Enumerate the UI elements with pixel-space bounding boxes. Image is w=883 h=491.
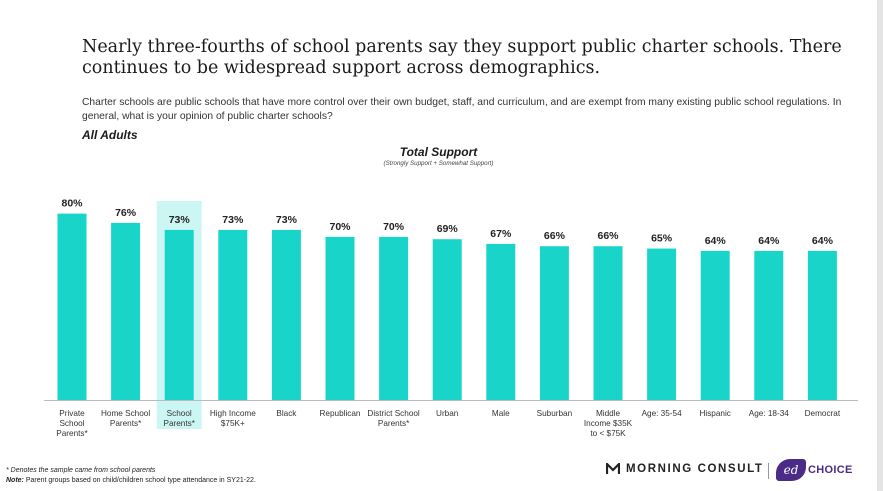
data-label: 69% xyxy=(437,223,459,235)
bar xyxy=(432,239,462,400)
data-label: 80% xyxy=(61,198,83,210)
data-label: 70% xyxy=(329,221,351,233)
category-label: Age: 18-34 xyxy=(749,409,790,418)
footnote-asterisk: * Denotes the sample came from school pa… xyxy=(6,467,156,474)
segment-label: All Adults xyxy=(82,128,138,142)
chart-subtitle: (Strongly Support + Somewhat Support) xyxy=(383,160,494,167)
morning-consult-logo: MORNING CONSULT xyxy=(606,463,764,475)
bar-chart: 80% Private School Parents* 76% Home School Pa… xyxy=(44,198,858,438)
bar xyxy=(539,246,569,400)
bar xyxy=(325,236,355,400)
category-label: Democrat xyxy=(805,409,841,418)
headline: Nearly three-fourths of school parents s… xyxy=(82,37,842,78)
data-label: 66% xyxy=(544,230,566,242)
category-label: School Parents* xyxy=(163,409,195,428)
data-label: 66% xyxy=(597,230,619,242)
footnote-note-text: Parent groups based on child/children sc… xyxy=(23,477,256,484)
data-label: 64% xyxy=(705,235,727,247)
bar xyxy=(57,213,87,400)
category-label: Hispanic xyxy=(699,409,730,418)
bar xyxy=(647,248,677,400)
edchoice-badge: ed xyxy=(776,459,806,481)
category-label: Male xyxy=(492,409,510,418)
edchoice-logo: ed CHOICE xyxy=(776,459,853,481)
data-label: 67% xyxy=(490,228,512,240)
window-edge xyxy=(877,0,883,491)
bar xyxy=(700,250,730,400)
logo-divider xyxy=(768,463,769,479)
data-label: 73% xyxy=(276,214,298,226)
data-label: 70% xyxy=(383,221,405,233)
bar xyxy=(379,236,409,400)
bar xyxy=(164,229,194,400)
bar xyxy=(486,243,516,400)
category-label: Suburban xyxy=(537,409,573,418)
survey-question: Charter schools are public schools that … xyxy=(82,97,842,122)
bar xyxy=(111,222,141,400)
chart-title: Total Support xyxy=(399,145,478,159)
bar xyxy=(593,246,623,400)
category-label: Black xyxy=(276,409,297,418)
category-label: Urban xyxy=(436,409,459,418)
data-label: 73% xyxy=(169,214,191,226)
bar xyxy=(218,229,248,400)
data-label: 64% xyxy=(812,235,834,247)
edchoice-wordmark: CHOICE xyxy=(808,464,853,476)
footnote-note: Note: Parent groups based on child/child… xyxy=(6,477,256,484)
morning-consult-wordmark: MORNING CONSULT xyxy=(626,463,764,475)
data-label: 65% xyxy=(651,233,673,245)
category-label: Middle Income $35K to < $75K xyxy=(584,409,633,438)
category-label: Private School Parents* xyxy=(56,409,88,438)
data-label: 76% xyxy=(115,207,137,219)
footnote-note-label: Note: xyxy=(6,477,24,484)
bar xyxy=(271,229,301,400)
mc-logo-mark-icon xyxy=(606,463,620,474)
bar xyxy=(754,250,784,400)
category-label: Home School Parents* xyxy=(101,409,150,428)
category-label: Age: 35-54 xyxy=(642,409,683,418)
category-label: District School Parents* xyxy=(367,409,420,428)
category-label: Republican xyxy=(320,409,361,418)
data-label: 64% xyxy=(758,235,780,247)
data-label: 73% xyxy=(222,214,244,226)
bar xyxy=(807,250,837,400)
category-label: High Income $75K+ xyxy=(210,409,256,428)
